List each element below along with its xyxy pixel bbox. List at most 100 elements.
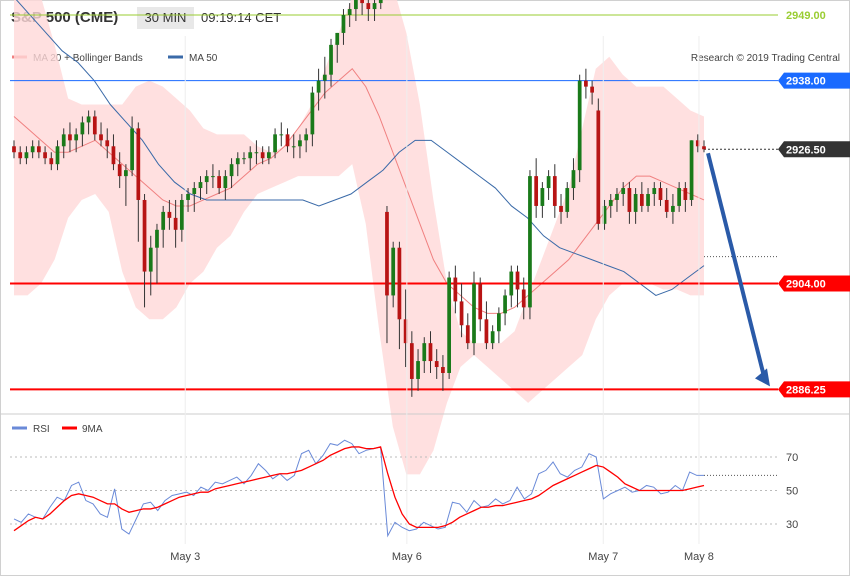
candle-body — [571, 170, 576, 189]
candle — [61, 128, 66, 159]
candle-body — [229, 164, 234, 177]
candle — [372, 0, 377, 21]
candle-body — [652, 188, 657, 195]
candle-body — [111, 146, 116, 165]
candle-body — [310, 92, 315, 135]
candle — [615, 188, 619, 212]
candle — [37, 140, 41, 159]
candle-body — [689, 140, 694, 200]
candle — [117, 152, 122, 189]
candle-body — [577, 80, 582, 171]
level-label-2926.50: 2926.50 — [786, 144, 826, 156]
legend-label-rsi: RSI — [33, 424, 50, 435]
candle — [211, 164, 215, 189]
candle — [397, 241, 402, 350]
interval-badge[interactable]: 30 MIN — [137, 7, 194, 29]
candle-body — [391, 247, 396, 296]
candle — [472, 271, 476, 356]
candle-body — [92, 116, 97, 135]
candle-body — [695, 140, 700, 147]
x-tick-May-6: May 6 — [392, 551, 422, 563]
candle — [124, 164, 128, 206]
candle — [322, 56, 327, 99]
candle — [391, 241, 396, 308]
candle — [12, 140, 16, 159]
level-label-2886.25: 2886.25 — [786, 384, 826, 396]
x-tick-May-8: May 8 — [684, 551, 714, 563]
candle-body — [702, 146, 706, 150]
candle — [702, 140, 706, 153]
candle — [465, 313, 470, 350]
candle-body — [124, 170, 128, 177]
candle — [428, 331, 433, 373]
candle-body — [86, 116, 91, 123]
ma50-line — [15, 0, 705, 296]
candle — [329, 38, 333, 87]
candle — [559, 194, 563, 224]
candle — [378, 0, 383, 10]
candle — [546, 170, 551, 200]
candle — [80, 116, 85, 147]
bollinger-band-area — [14, 0, 704, 475]
main-legend: MA 20 + Bollinger Bands MA 50 Research © 2… — [12, 53, 840, 64]
candle-body — [161, 211, 166, 230]
candle-body — [403, 319, 408, 344]
candle — [360, 0, 364, 16]
candle-body — [615, 194, 619, 200]
legend-label-ma50: MA 50 — [189, 53, 218, 64]
candle-body — [428, 343, 433, 362]
candle — [403, 289, 408, 368]
candle-body — [254, 152, 259, 154]
candle — [304, 128, 309, 153]
candle — [521, 277, 526, 320]
candle — [43, 146, 47, 165]
rsi-line — [13, 439, 704, 538]
candle-body — [671, 205, 675, 212]
candle — [173, 199, 178, 248]
candle-body — [192, 188, 197, 195]
candle-body — [559, 205, 563, 212]
candle — [590, 80, 594, 105]
candle-body — [621, 188, 626, 195]
candle-body — [55, 146, 60, 165]
candle — [310, 86, 315, 147]
candle-body — [453, 277, 458, 302]
candle — [260, 146, 265, 165]
candle — [291, 134, 296, 159]
candle — [633, 188, 638, 224]
candle — [99, 122, 103, 147]
candle-body — [441, 367, 445, 373]
candle-body — [515, 271, 520, 290]
rsi-tick-50: 50 — [786, 486, 798, 498]
rsi-tick-70: 70 — [786, 452, 798, 464]
candle — [416, 349, 420, 391]
candle — [677, 182, 681, 212]
candle-body — [677, 188, 681, 206]
candle-body — [279, 134, 284, 136]
candle-body — [248, 152, 253, 159]
candle-body — [434, 361, 439, 368]
candle — [459, 283, 464, 338]
candle-body — [223, 176, 228, 189]
candle-body — [335, 32, 340, 45]
forecast-arrow-head — [755, 368, 770, 387]
candle — [540, 182, 545, 218]
candle — [385, 205, 389, 344]
candle-body — [372, 3, 377, 10]
candle-body — [639, 194, 644, 206]
candle-body — [186, 194, 190, 200]
candle-body — [242, 158, 246, 160]
candle — [179, 194, 184, 242]
candle-body — [61, 134, 66, 147]
candle-body — [130, 128, 134, 171]
candle-body — [267, 152, 271, 159]
candle — [161, 205, 166, 248]
candle — [621, 182, 626, 206]
candle-body — [366, 3, 371, 10]
candle-body — [360, 0, 364, 4]
level-label-2949.00: 2949.00 — [786, 10, 826, 22]
candle-body — [509, 271, 514, 296]
candle-body — [74, 134, 79, 141]
level-tag-2904.00 — [778, 275, 850, 292]
candle — [198, 176, 203, 200]
